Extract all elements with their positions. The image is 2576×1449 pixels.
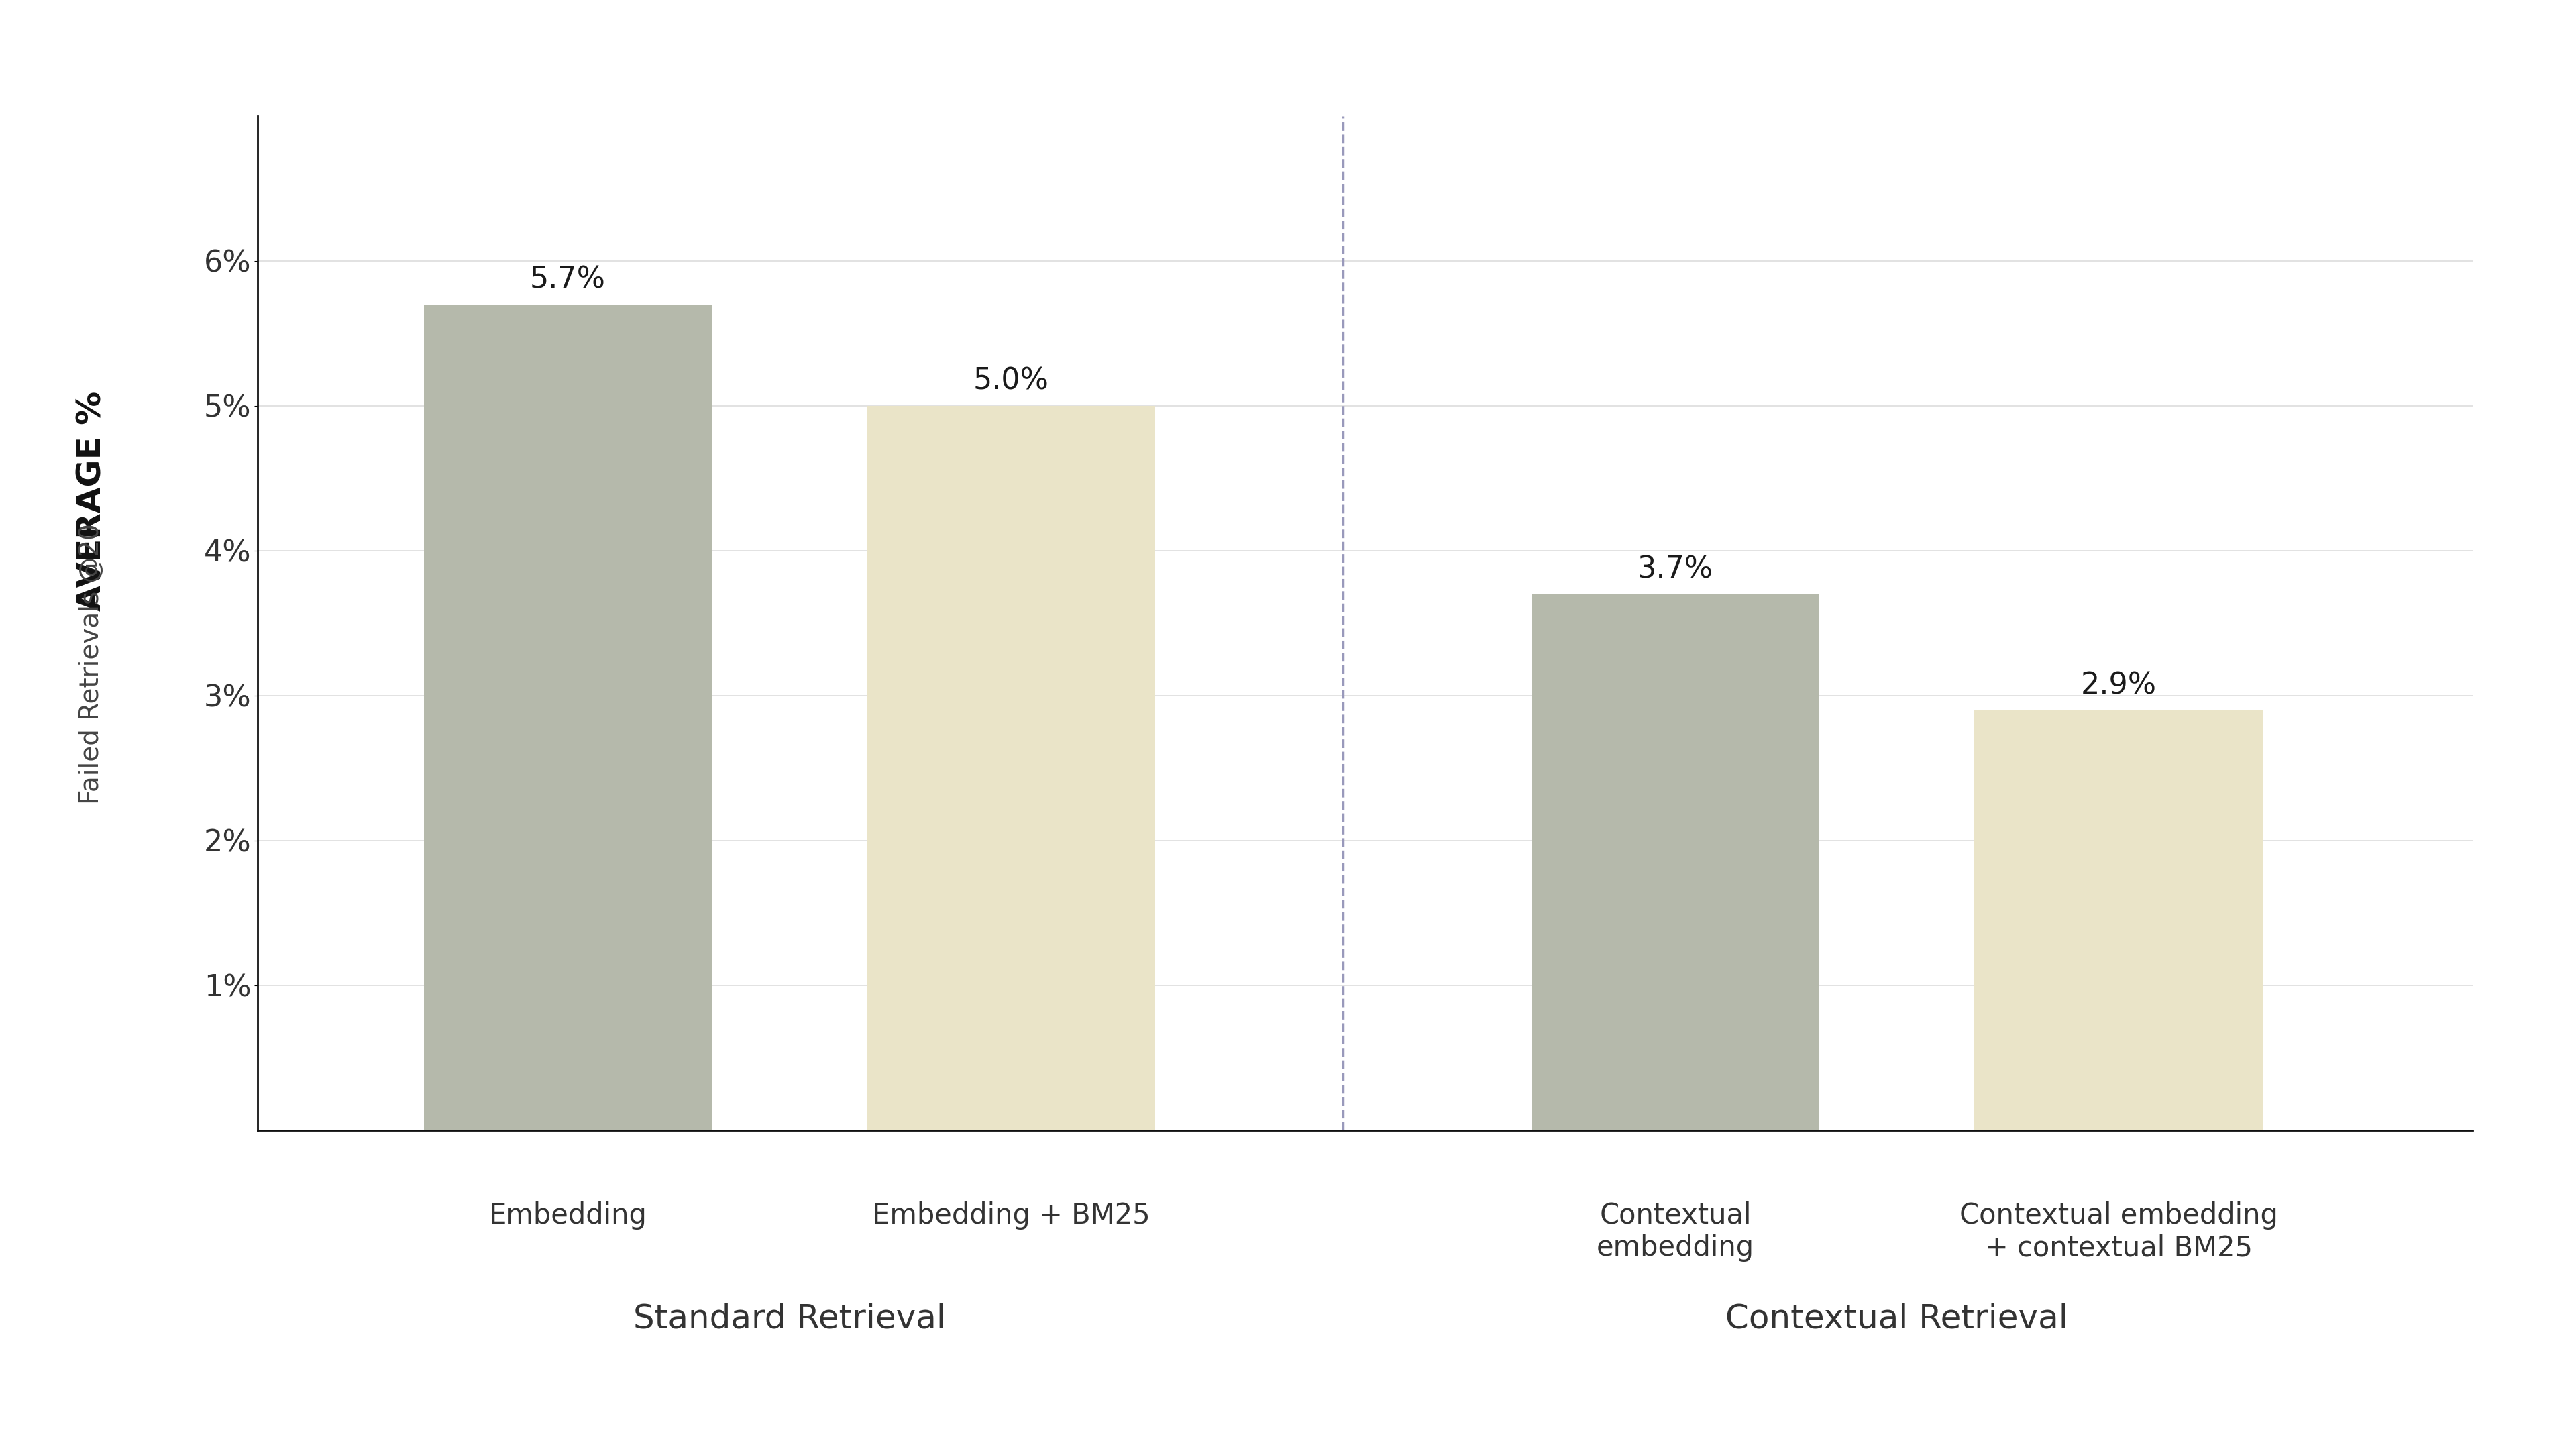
Bar (866, 406, 1154, 1130)
Text: Failed Retrievals @20: Failed Retrievals @20 (80, 523, 103, 804)
Text: Embedding + BM25: Embedding + BM25 (871, 1201, 1149, 1229)
Text: Contextual
embedding: Contextual embedding (1597, 1201, 1754, 1262)
Bar (422, 304, 711, 1130)
Text: Standard Retrieval: Standard Retrieval (634, 1303, 945, 1335)
Bar (1976, 710, 2262, 1130)
Text: AVERAGE %: AVERAGE % (75, 391, 108, 611)
Text: Embedding: Embedding (489, 1201, 647, 1229)
Text: 3.7%: 3.7% (1638, 555, 1713, 584)
Text: 5.0%: 5.0% (974, 367, 1048, 396)
Text: Contextual Retrieval: Contextual Retrieval (1726, 1303, 2069, 1335)
Text: 2.9%: 2.9% (2081, 671, 2156, 700)
Text: Contextual embedding
+ contextual BM25: Contextual embedding + contextual BM25 (1960, 1201, 2277, 1262)
Bar (1530, 594, 1819, 1130)
Text: 5.7%: 5.7% (531, 265, 605, 294)
